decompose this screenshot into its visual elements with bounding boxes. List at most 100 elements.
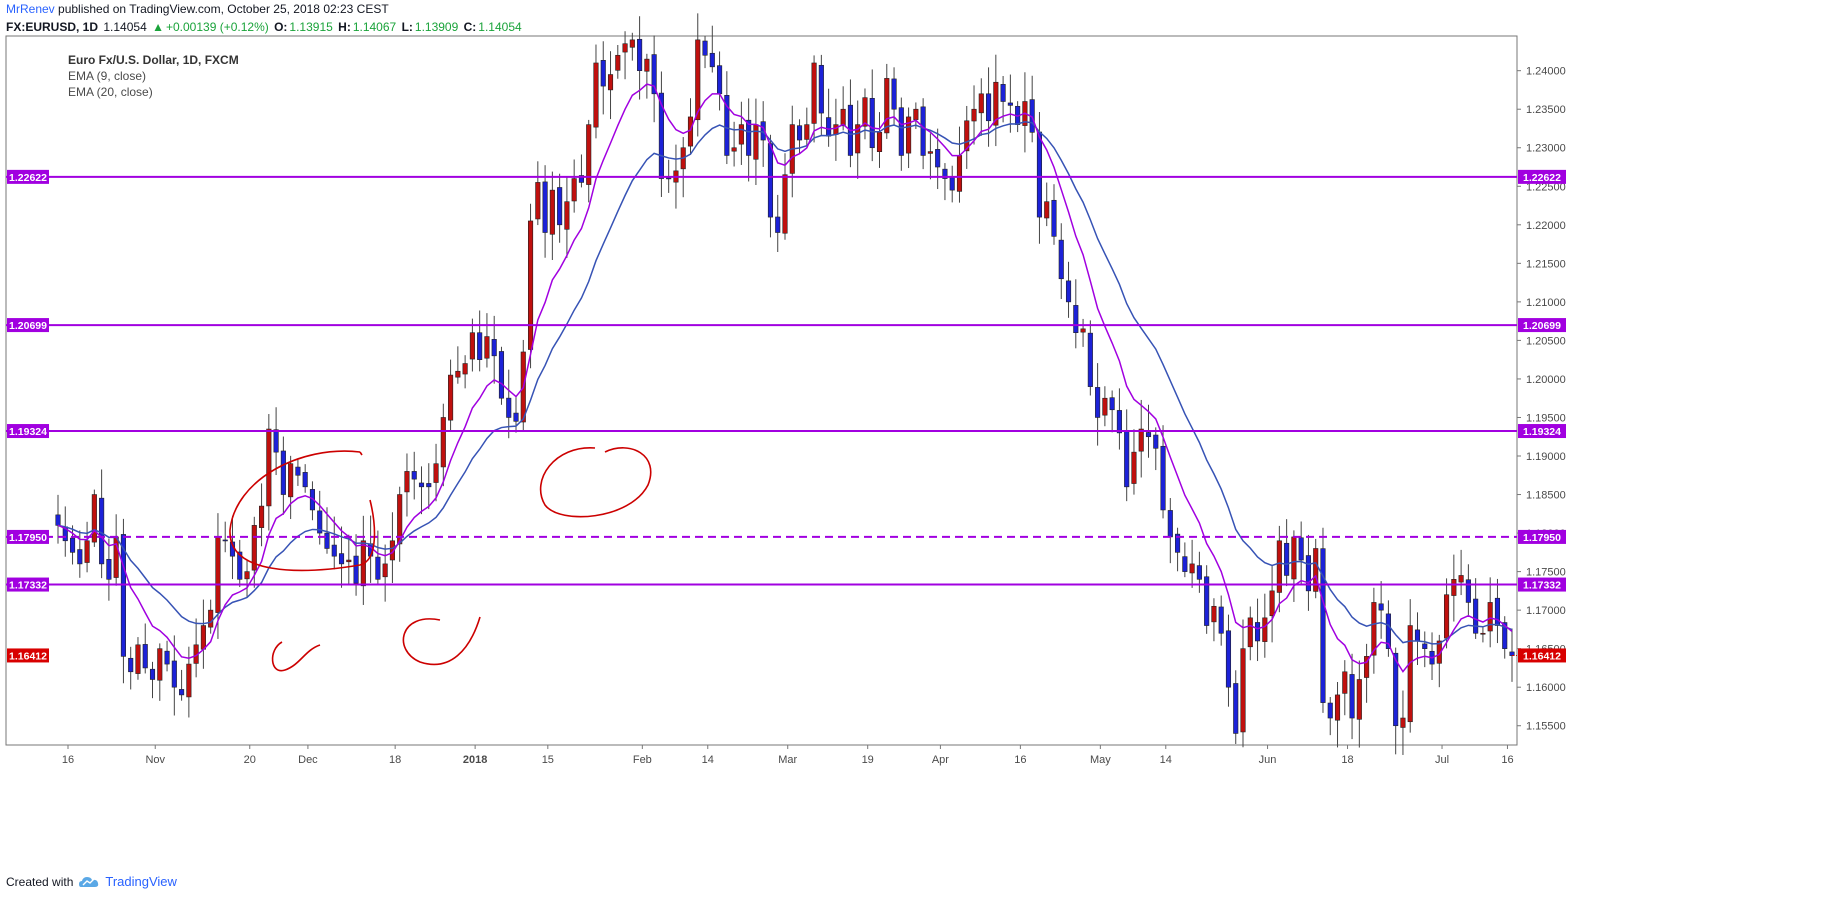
- candle-body[interactable]: [717, 65, 723, 95]
- candle-body[interactable]: [658, 92, 664, 179]
- candle-body[interactable]: [157, 648, 163, 681]
- candle-body[interactable]: [607, 74, 614, 91]
- candle-body[interactable]: [1349, 674, 1355, 719]
- candle-body[interactable]: [273, 429, 279, 453]
- candle-body[interactable]: [1240, 648, 1246, 733]
- candle-body[interactable]: [1407, 625, 1413, 723]
- candle-body[interactable]: [760, 121, 766, 141]
- legend-ema20[interactable]: EMA (20, close): [68, 85, 153, 99]
- candle-body[interactable]: [1400, 717, 1406, 728]
- candle-body[interactable]: [1211, 605, 1217, 623]
- candle-body[interactable]: [1058, 239, 1064, 280]
- candle-body[interactable]: [564, 201, 570, 230]
- candle-body[interactable]: [1160, 445, 1166, 511]
- candle-body[interactable]: [491, 339, 497, 357]
- candle-body[interactable]: [1254, 622, 1261, 642]
- candle-body[interactable]: [935, 149, 941, 168]
- candle-body[interactable]: [920, 106, 926, 156]
- candle-body[interactable]: [593, 62, 599, 128]
- candle-body[interactable]: [804, 124, 810, 140]
- candle-body[interactable]: [353, 555, 359, 584]
- candle-body[interactable]: [346, 559, 352, 563]
- candle-body[interactable]: [106, 559, 112, 580]
- candle-body[interactable]: [782, 174, 788, 234]
- candle-body[interactable]: [1334, 694, 1341, 721]
- candle-body[interactable]: [164, 650, 170, 665]
- candle-body[interactable]: [1109, 397, 1115, 411]
- candle-body[interactable]: [1378, 603, 1384, 611]
- candle-body[interactable]: [1487, 602, 1493, 632]
- candle-body[interactable]: [767, 143, 774, 218]
- candle-body[interactable]: [746, 119, 752, 156]
- candle-body[interactable]: [433, 463, 439, 483]
- candle-body[interactable]: [666, 177, 672, 180]
- candle-body[interactable]: [818, 64, 824, 114]
- candle-body[interactable]: [629, 39, 635, 48]
- candle-body[interactable]: [186, 663, 192, 698]
- candle-body[interactable]: [120, 534, 126, 657]
- candle-body[interactable]: [811, 62, 817, 124]
- candle-body[interactable]: [949, 176, 955, 191]
- candle-body[interactable]: [171, 660, 177, 688]
- candle-body[interactable]: [295, 466, 301, 476]
- candle-body[interactable]: [993, 81, 999, 126]
- candle-body[interactable]: [1502, 622, 1508, 649]
- candle-body[interactable]: [986, 93, 992, 122]
- candle-body[interactable]: [862, 97, 868, 127]
- candle-body[interactable]: [1051, 199, 1057, 237]
- candle-body[interactable]: [964, 120, 970, 152]
- candle-body[interactable]: [571, 178, 577, 202]
- candle-body[interactable]: [833, 124, 839, 135]
- candle-body[interactable]: [69, 537, 76, 553]
- candle-body[interactable]: [702, 40, 708, 56]
- candle-body[interactable]: [557, 187, 563, 226]
- candle-body[interactable]: [91, 494, 97, 543]
- candle-body[interactable]: [1480, 632, 1486, 635]
- candle-body[interactable]: [1385, 613, 1391, 649]
- candle-body[interactable]: [338, 553, 345, 565]
- candle-body[interactable]: [1364, 656, 1370, 678]
- candle-body[interactable]: [898, 107, 904, 156]
- candle-body[interactable]: [753, 124, 759, 160]
- candle-body[interactable]: [280, 450, 286, 495]
- candle-body[interactable]: [775, 216, 781, 233]
- candle-body[interactable]: [128, 657, 134, 673]
- candle-body[interactable]: [1356, 679, 1362, 720]
- candle-body[interactable]: [506, 397, 512, 418]
- candle-body[interactable]: [113, 536, 119, 578]
- candle-body[interactable]: [1422, 643, 1428, 649]
- candle-body[interactable]: [1189, 563, 1195, 574]
- candle-body[interactable]: [149, 668, 156, 680]
- candle-body[interactable]: [891, 78, 897, 110]
- candle-body[interactable]: [978, 93, 984, 114]
- candle-body[interactable]: [1247, 617, 1253, 648]
- candle-body[interactable]: [222, 539, 228, 542]
- candle-body[interactable]: [1196, 565, 1202, 580]
- candle-body[interactable]: [942, 168, 948, 179]
- candle-body[interactable]: [251, 525, 257, 571]
- candle-body[interactable]: [535, 182, 541, 220]
- candle-body[interactable]: [1342, 671, 1348, 694]
- candle-body[interactable]: [731, 147, 737, 152]
- candle-body[interactable]: [1138, 428, 1144, 452]
- candle-body[interactable]: [440, 417, 446, 468]
- candle-body[interactable]: [1451, 579, 1457, 596]
- candle-body[interactable]: [1393, 652, 1399, 727]
- candle-body[interactable]: [826, 117, 832, 137]
- candle-body[interactable]: [1175, 533, 1181, 553]
- candle-body[interactable]: [695, 39, 701, 121]
- candle-body[interactable]: [215, 536, 221, 613]
- candle-body[interactable]: [84, 540, 90, 563]
- candle-body[interactable]: [1007, 102, 1013, 106]
- candle-body[interactable]: [331, 544, 337, 557]
- candle-body[interactable]: [382, 563, 388, 578]
- candle-body[interactable]: [1080, 328, 1086, 333]
- candle-body[interactable]: [956, 155, 963, 192]
- candle-body[interactable]: [1102, 397, 1108, 416]
- candle-body[interactable]: [498, 351, 505, 399]
- candle-body[interactable]: [448, 374, 454, 421]
- candle-body[interactable]: [586, 124, 592, 185]
- candle-body[interactable]: [77, 549, 83, 565]
- candle-body[interactable]: [411, 471, 417, 480]
